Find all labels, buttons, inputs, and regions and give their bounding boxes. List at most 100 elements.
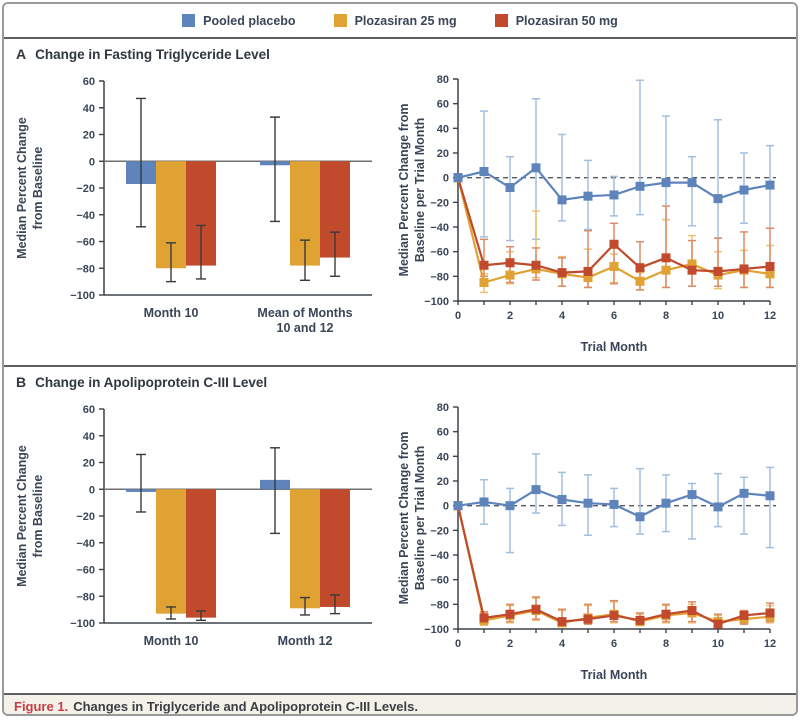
svg-text:40: 40 [83, 431, 95, 443]
y-axis-label: Median Percent Change from Baseline per T… [397, 104, 427, 277]
svg-text:−100: −100 [424, 624, 449, 636]
panel-b-charts: 60 40 20 0 −20 −40 −60 −80 −100 Month 10 Month 12 M… [4, 393, 796, 689]
svg-text:12: 12 [764, 638, 776, 650]
legend-label-plozasiran-50: Plozasiran 50 mg [515, 13, 618, 28]
legend-item-pooled-placebo: Pooled placebo [182, 13, 296, 28]
svg-text:0: 0 [443, 501, 449, 513]
bars [126, 479, 350, 618]
svg-text:Median Percent Change from: Median Percent Change from [397, 104, 411, 277]
svg-text:−100: −100 [70, 618, 95, 630]
svg-text:−100: −100 [424, 296, 449, 308]
svg-text:−20: −20 [76, 511, 95, 523]
svg-text:40: 40 [83, 103, 95, 115]
svg-text:80: 80 [437, 402, 449, 414]
plozasiran-50-swatch-icon [494, 14, 508, 27]
svg-text:Month 10: Month 10 [144, 634, 199, 648]
bar-series-p25 [156, 489, 320, 614]
figure-caption: Figure 1. Changes in Triglyceride and Apo… [4, 693, 796, 714]
svg-text:−60: −60 [430, 575, 449, 587]
svg-text:0: 0 [89, 156, 95, 168]
figure-label: Figure 1. [14, 699, 69, 714]
panel-b-line-chart: 80 60 40 20 0 −20 −40 −60 −80 −100 0 2 4 6 8 10 12 Trial … [397, 402, 776, 682]
legend-item-plozasiran-25: Plozasiran 25 mg [333, 13, 457, 28]
svg-text:−40: −40 [76, 538, 95, 550]
svg-text:6: 6 [611, 310, 617, 322]
svg-text:40: 40 [437, 123, 449, 135]
svg-text:−40: −40 [76, 210, 95, 222]
svg-text:−80: −80 [76, 591, 95, 603]
legend: Pooled placebo Plozasiran 25 mg Plozasir… [4, 4, 796, 39]
plozasiran-25-swatch-icon [333, 14, 347, 27]
svg-text:60: 60 [437, 427, 449, 439]
caption-text: Changes in Triglyceride and Apolipoprote… [73, 699, 418, 714]
panel-a-header: A Change in Fasting Triglyceride Level [4, 39, 796, 64]
svg-text:Median Percent Change: Median Percent Change [15, 117, 29, 259]
svg-text:60: 60 [437, 99, 449, 111]
svg-text:−40: −40 [430, 550, 449, 562]
svg-text:Median Percent Change from: Median Percent Change from [397, 432, 411, 605]
svg-text:from Baseline: from Baseline [31, 475, 45, 558]
svg-text:0: 0 [455, 638, 461, 650]
svg-text:4: 4 [559, 638, 566, 650]
svg-text:2: 2 [507, 638, 513, 650]
x-axis-label: Trial Month [581, 668, 648, 682]
svg-text:4: 4 [559, 310, 566, 322]
svg-text:−40: −40 [430, 222, 449, 234]
legend-label-pooled-placebo: Pooled placebo [203, 13, 296, 28]
svg-text:10: 10 [712, 310, 724, 322]
error-bars-p25 [480, 210, 774, 294]
svg-text:−60: −60 [430, 247, 449, 259]
svg-text:Month 12: Month 12 [278, 634, 333, 648]
x-axis-label: Trial Month [581, 340, 648, 354]
svg-text:40: 40 [437, 451, 449, 463]
svg-text:Baseline per Trial Month: Baseline per Trial Month [413, 446, 427, 590]
error-bars [136, 447, 340, 622]
svg-text:−20: −20 [76, 183, 95, 195]
y-tick-labels: 60 40 20 0 −20 −40 −60 −80 −100 [70, 76, 104, 302]
panel-a-line-chart: 80 60 40 20 0 −20 −40 −60 −80 −100 0 2 4 6 8 10 12 Trial … [397, 74, 776, 354]
legend-item-plozasiran-50: Plozasiran 50 mg [494, 13, 618, 28]
svg-text:0: 0 [443, 173, 449, 185]
panel-a-charts: 60 40 20 0 −20 −40 −60 −80 −100 Month 10 Mean of M… [4, 65, 796, 361]
markers-placebo [453, 163, 775, 205]
panel-a-bar-chart: 60 40 20 0 −20 −40 −60 −80 −100 Month 10 Mean of M… [15, 76, 372, 335]
panel-b-header: B Change in Apolipoprotein C-III Level [4, 367, 796, 392]
bar-series-p25 [156, 161, 320, 269]
y-axis-label: Median Percent Change from Baseline [15, 445, 45, 587]
panel-b: B Change in Apolipoprotein C-III Level 60… [4, 365, 796, 693]
svg-text:10: 10 [712, 638, 724, 650]
svg-text:20: 20 [437, 476, 449, 488]
svg-text:2: 2 [507, 310, 513, 322]
bar-series-p50 [186, 489, 350, 618]
tick-labels: 80 60 40 20 0 −20 −40 −60 −80 −100 0 2 4 6 8 10 12 [424, 402, 776, 650]
svg-text:6: 6 [611, 638, 617, 650]
svg-text:Baseline per Trial Month: Baseline per Trial Month [413, 118, 427, 262]
category-labels: Month 10 Month 12 [144, 634, 333, 648]
panel-a-letter: A [16, 46, 27, 62]
error-bars-p50 [480, 205, 774, 291]
error-bars-placebo [480, 453, 774, 554]
svg-text:−20: −20 [430, 525, 449, 537]
svg-text:0: 0 [89, 484, 95, 496]
legend-label-plozasiran-25: Plozasiran 25 mg [354, 13, 457, 28]
svg-text:−80: −80 [430, 599, 449, 611]
svg-text:80: 80 [437, 74, 449, 86]
y-axis-label: Median Percent Change from Baseline per T… [397, 432, 427, 605]
svg-text:−60: −60 [76, 565, 95, 577]
svg-text:8: 8 [663, 638, 669, 650]
svg-text:−20: −20 [430, 197, 449, 209]
svg-text:0: 0 [455, 310, 461, 322]
svg-text:from Baseline: from Baseline [31, 147, 45, 230]
svg-text:8: 8 [663, 310, 669, 322]
y-axis-label: Median Percent Change from Baseline [15, 117, 45, 259]
error-bars [136, 97, 340, 283]
svg-text:Month 10: Month 10 [144, 306, 199, 320]
svg-text:20: 20 [83, 130, 95, 142]
placebo-swatch-icon [182, 14, 196, 27]
panel-b-letter: B [16, 374, 27, 390]
bar-series-p50 [186, 161, 350, 266]
svg-text:12: 12 [764, 310, 776, 322]
bars [126, 161, 350, 269]
